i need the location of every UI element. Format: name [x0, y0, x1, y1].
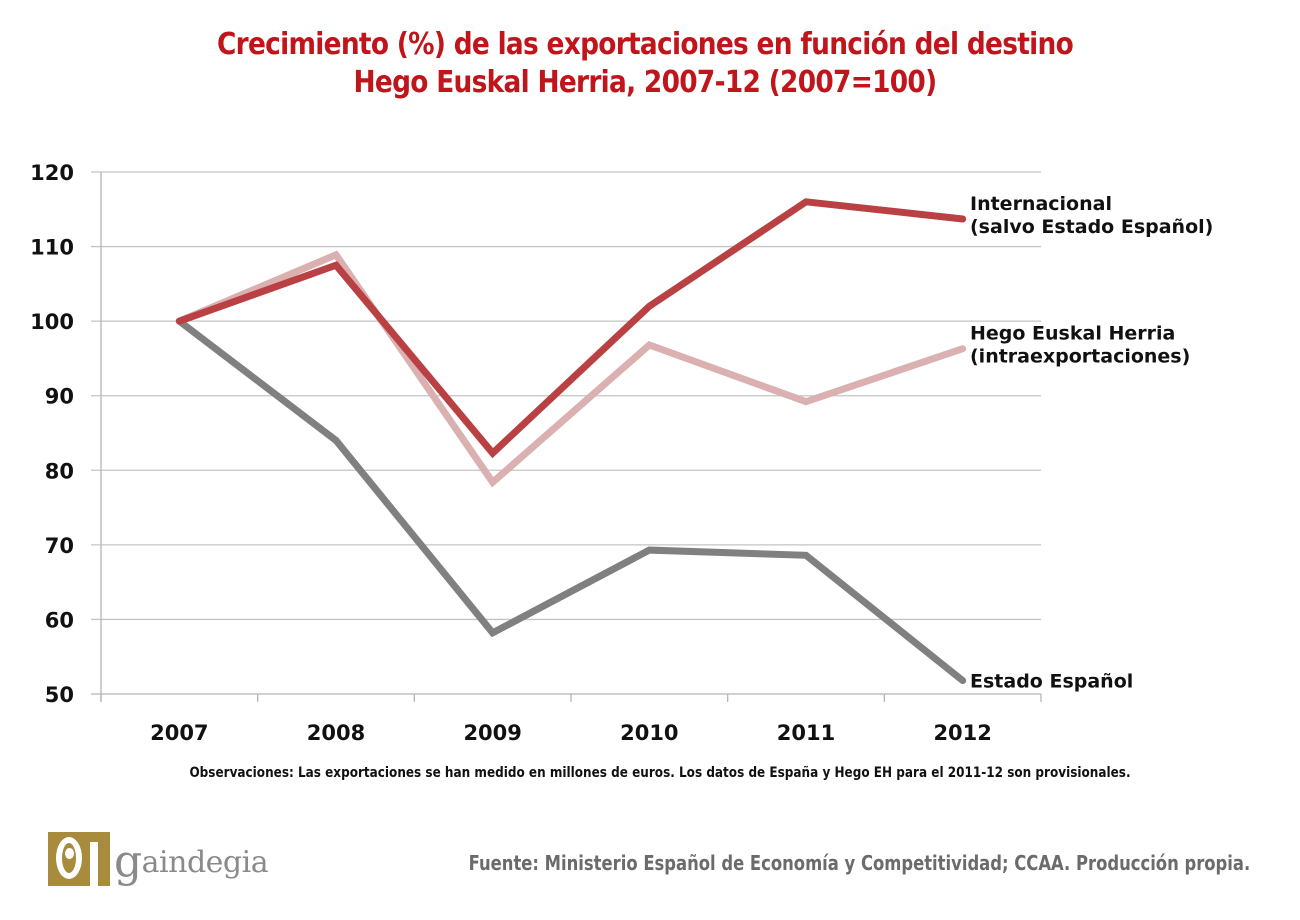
logo-wordmark: gaindegia: [114, 836, 269, 887]
x-tick-label: 2010: [620, 721, 678, 745]
series-label: Internacional: [970, 193, 1112, 215]
x-tick-label: 2011: [777, 721, 835, 745]
x-axis-ticks: 2007 2008 2009 2010 2011 2012: [150, 721, 992, 745]
y-tick-label: 90: [45, 385, 74, 409]
series-label: (salvo Estado Español): [970, 216, 1213, 238]
axes: [100, 172, 1042, 702]
x-tick-label: 2012: [933, 721, 991, 745]
y-tick-label: 80: [45, 459, 74, 483]
series-line-0: [175, 317, 967, 685]
x-tick-label: 2007: [150, 721, 208, 745]
x-tick-label: 2009: [463, 721, 521, 745]
series-labels: Estado Español Hego Euskal Herria(intraex…: [970, 193, 1213, 693]
series-label: Estado Español: [970, 671, 1133, 693]
chart-title-line2: Hego Euskal Herria, 2007-12 (2007=100): [353, 65, 938, 100]
y-axis-ticks: 50 60 70 80 90 100 110 120: [30, 161, 74, 707]
y-tick-label: 50: [45, 683, 74, 707]
y-tick-label: 70: [45, 534, 74, 558]
series-line-2: [175, 198, 967, 459]
chart-title: Crecimiento (%) de las exportaciones en …: [77, 26, 1212, 102]
observations-note: Observaciones: Las exportaciones se han …: [189, 765, 1131, 781]
y-tick-label: 60: [45, 608, 74, 632]
logo-mark-icon: [48, 832, 110, 886]
series-label: (intraexportaciones): [970, 346, 1190, 368]
y-tick-label: 110: [30, 236, 74, 260]
y-tick-label: 120: [30, 161, 74, 185]
x-tick-label: 2008: [307, 721, 365, 745]
chart-title-line1: Crecimiento (%) de las exportaciones en …: [216, 27, 1074, 62]
series-lines: [175, 198, 967, 685]
gridlines: [91, 171, 1041, 695]
gaindegia-logo: gaindegia: [48, 832, 269, 892]
series-line-1: [175, 250, 967, 488]
source-text: Fuente: Ministerio Español de Economía y…: [468, 851, 1250, 875]
series-label: Hego Euskal Herria: [970, 323, 1175, 345]
y-tick-label: 100: [30, 310, 74, 334]
